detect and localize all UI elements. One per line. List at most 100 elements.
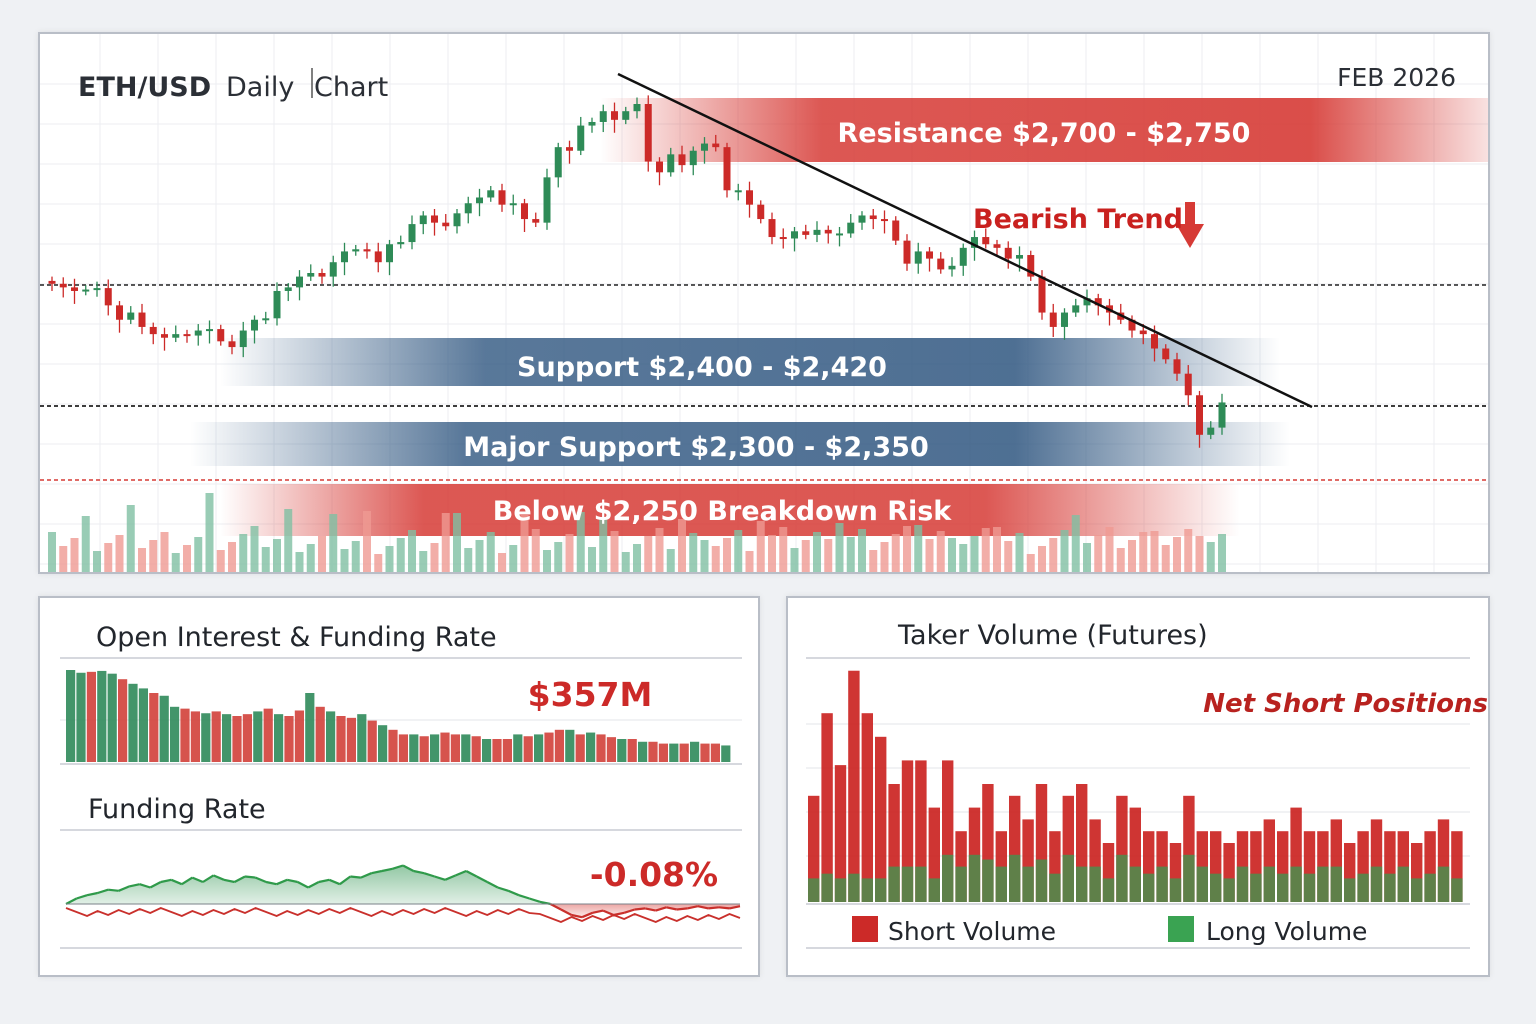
funding-line-segment (634, 907, 646, 911)
volume-bar (408, 530, 416, 572)
candle (397, 235, 405, 249)
volume-bar (880, 542, 889, 572)
candle (386, 239, 393, 276)
short-volume-bar (1370, 819, 1383, 902)
oi-bar (669, 743, 679, 762)
candle (509, 194, 517, 215)
chart-title-period: Daily (226, 72, 294, 103)
candle (701, 137, 708, 164)
candle (217, 324, 225, 346)
candle (1207, 421, 1215, 440)
volume-bar (1038, 546, 1046, 572)
oi-bar (648, 741, 658, 762)
funding-line-segment (213, 874, 225, 881)
oi-bar (86, 671, 96, 762)
short-volume-bar (1277, 831, 1289, 902)
volume-bar (700, 540, 709, 572)
net-short-label: Net Short Positions (1203, 689, 1488, 719)
candle (689, 146, 697, 176)
long-volume-bar (1263, 866, 1275, 902)
volume-bar (801, 540, 810, 572)
oi-bar (66, 670, 76, 762)
candle (734, 183, 742, 201)
oi-bar (606, 737, 616, 762)
taker-volume-title: Taker Volume (Futures) (897, 620, 1208, 651)
candle (262, 311, 270, 325)
short-volume-bar (1102, 843, 1115, 902)
volume-bar (621, 552, 630, 572)
volume-bar (914, 525, 923, 572)
candle (228, 334, 236, 355)
volume-bar (1218, 534, 1226, 572)
candle (723, 142, 731, 198)
candle (1128, 315, 1136, 338)
candle (543, 168, 551, 230)
resistance-zone (600, 98, 1488, 162)
oi-bar (357, 714, 367, 762)
candle (1027, 250, 1035, 281)
long-volume-bar (995, 866, 1007, 902)
candle (869, 208, 877, 230)
oi-bar (523, 736, 533, 762)
volume-bar (1184, 529, 1193, 572)
volume-bar (486, 532, 495, 572)
volume-bar (959, 544, 968, 572)
funding-line-segment (476, 875, 488, 883)
oi-bar (263, 708, 273, 762)
funding-line-segment (181, 876, 193, 886)
funding-line-segment (191, 876, 204, 884)
oi-bar (388, 729, 398, 762)
funding-line-segment (65, 897, 78, 905)
funding-line-segment (160, 878, 172, 884)
candle (116, 301, 123, 333)
volume-bar (723, 538, 731, 572)
short-volume-bar (1303, 831, 1316, 902)
oi-bar (284, 716, 294, 762)
funding-line-segment (486, 881, 499, 889)
volume-bar (1049, 538, 1058, 572)
candle (948, 257, 956, 277)
candle (959, 243, 967, 276)
volume-bar (925, 539, 934, 572)
funding-secondary-line (65, 907, 741, 923)
resistance-label: Resistance $2,700 - $2,750 (838, 118, 1251, 149)
volume-bar (1139, 532, 1148, 572)
volume-bar (509, 545, 518, 572)
long-volume-bar (915, 866, 927, 902)
volume-bar (633, 544, 641, 572)
candle (644, 95, 652, 172)
short-volume-bar (1357, 831, 1369, 902)
volume-bar (1128, 540, 1136, 572)
legend-short-label: Short Volume (888, 917, 1056, 946)
oi-bar (180, 708, 190, 762)
candle (341, 242, 348, 276)
oi-bar (710, 743, 720, 762)
volume-bar (981, 528, 990, 572)
short-volume-bar (1397, 831, 1409, 902)
candle (59, 277, 67, 298)
long-volume-bar (982, 859, 994, 902)
volume-bar (351, 541, 360, 572)
volume-bar (936, 531, 945, 572)
oi-bar (658, 743, 668, 762)
volume-bar (228, 542, 236, 572)
oi-bar (450, 734, 460, 762)
funding-line-segment (518, 894, 530, 900)
volume-bar (768, 535, 776, 572)
candle (206, 320, 213, 344)
long-volume-bar (1277, 873, 1289, 902)
short-volume-bar (955, 831, 967, 902)
long-volume-bar (1076, 866, 1088, 902)
legend-short-swatch (852, 916, 878, 942)
short-volume-bar (1263, 819, 1275, 902)
funding-line-segment (602, 909, 615, 917)
funding-line-segment (392, 864, 404, 870)
candle (352, 244, 360, 256)
candle (453, 208, 461, 234)
volume-bar (756, 521, 765, 572)
funding-line-segment (666, 906, 678, 911)
oi-bar (513, 734, 523, 762)
volume-bar (869, 550, 878, 572)
volume-bar (779, 527, 788, 572)
long-volume-bar (1357, 873, 1369, 902)
